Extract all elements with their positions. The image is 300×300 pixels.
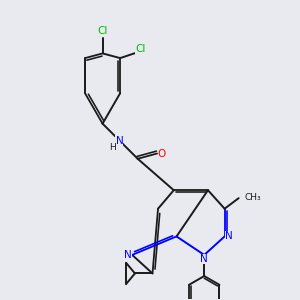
Text: N: N: [124, 250, 132, 260]
Text: Cl: Cl: [98, 26, 108, 36]
Text: H: H: [109, 143, 116, 152]
Text: O: O: [158, 148, 166, 158]
Text: Cl: Cl: [135, 44, 146, 54]
Text: N: N: [200, 254, 208, 264]
Text: N: N: [116, 136, 123, 146]
Text: N: N: [225, 231, 233, 242]
Text: CH₃: CH₃: [245, 193, 262, 202]
